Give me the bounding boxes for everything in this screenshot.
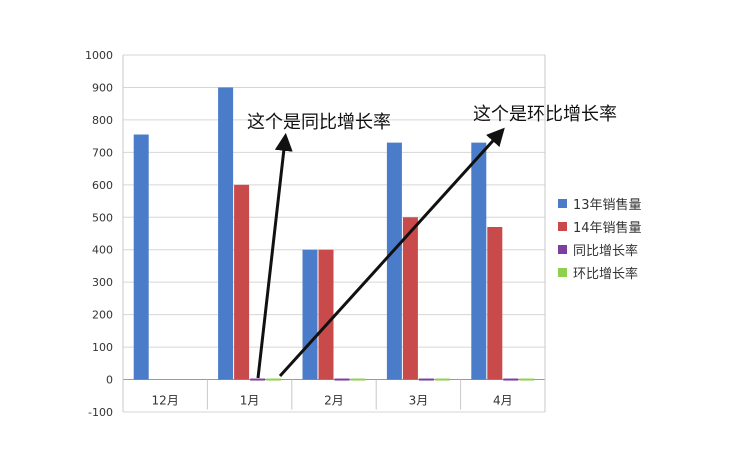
- bar-14年销售量-2月: [318, 249, 334, 380]
- legend-swatch: [558, 268, 567, 277]
- legend-swatch: [558, 222, 567, 231]
- y-tick-label: 700: [92, 146, 113, 159]
- x-tick-label: 2月: [324, 394, 344, 408]
- y-tick-label: 100: [92, 341, 113, 354]
- bar-14年销售量-1月: [234, 184, 250, 380]
- bar-13年销售量-4月: [471, 142, 487, 380]
- bar-13年销售量-1月: [218, 87, 234, 380]
- x-tick-label: 3月: [409, 394, 429, 408]
- legend-item: 14年销售量: [558, 215, 642, 238]
- yoy-annotation: 这个是同比增长率: [247, 112, 391, 133]
- yoy-arrow: [256, 132, 293, 379]
- x-tick-label: 4月: [493, 394, 513, 408]
- bar-13年销售量-3月: [386, 142, 402, 380]
- y-tick-label: 400: [92, 244, 113, 257]
- bar-环比增长率-2月: [350, 378, 366, 381]
- y-tick-label: 500: [92, 211, 113, 224]
- chart-legend: 13年销售量 14年销售量 同比增长率环比增长率: [558, 192, 642, 284]
- y-tick-label: 900: [92, 81, 113, 94]
- y-tick-label: 0: [106, 374, 113, 387]
- mom-annotation: 这个是环比增长率: [473, 104, 617, 125]
- bar-同比增长率-3月: [418, 378, 434, 381]
- bar-14年销售量-4月: [487, 227, 503, 380]
- y-tick-label: 800: [92, 114, 113, 127]
- x-tick-label: 12月: [152, 394, 179, 408]
- legend-label: 同比增长率: [573, 244, 639, 259]
- legend-item: 同比增长率: [558, 238, 642, 261]
- legend-item: 13年销售量: [558, 192, 642, 215]
- legend-label: 14年销售量: [573, 221, 642, 236]
- bar-环比增长率-4月: [519, 378, 535, 381]
- legend-label: 环比增长率: [573, 267, 639, 282]
- bar-同比增长率-2月: [334, 378, 350, 381]
- mom-arrow: [278, 127, 505, 378]
- bar-同比增长率-4月: [503, 378, 519, 381]
- y-tick-label: -100: [88, 406, 113, 419]
- legend-label: 13年销售量: [573, 198, 642, 213]
- y-tick-label: 200: [92, 309, 113, 322]
- bar-环比增长率-1月: [266, 378, 282, 381]
- bar-13年销售量-12月: [133, 134, 149, 380]
- bar-环比增长率-3月: [434, 378, 450, 381]
- legend-swatch: [558, 199, 567, 208]
- bar-13年销售量-2月: [302, 249, 318, 380]
- y-tick-label: 300: [92, 276, 113, 289]
- x-tick-label: 1月: [240, 394, 260, 408]
- y-tick-label: 600: [92, 179, 113, 192]
- y-tick-label: 1000: [85, 49, 113, 62]
- legend-item: 环比增长率: [558, 261, 642, 284]
- bar-14年销售量-3月: [402, 217, 418, 380]
- bar-同比增长率-1月: [250, 378, 266, 381]
- legend-swatch: [558, 245, 567, 254]
